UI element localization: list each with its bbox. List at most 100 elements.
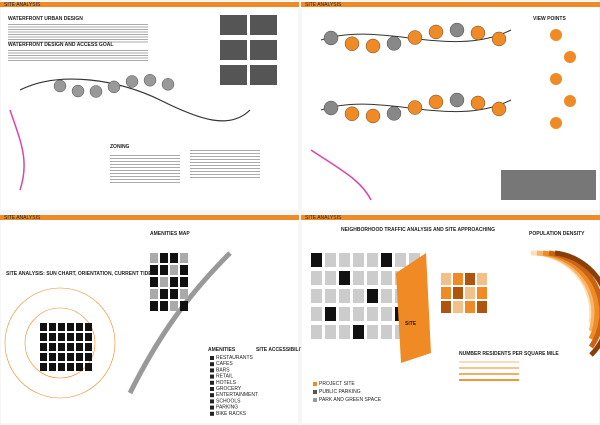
- building: [180, 253, 188, 263]
- node: [125, 75, 139, 88]
- shoreline: [9, 109, 25, 191]
- block: [339, 325, 350, 339]
- building: [67, 333, 74, 341]
- text-lines: [190, 174, 260, 175]
- block: [477, 301, 487, 313]
- panel-header: SITE ANALYSIS: [4, 2, 41, 8]
- legend-label: PARKING: [216, 405, 238, 411]
- node: [344, 106, 360, 121]
- heading: AMENITIES: [208, 347, 236, 353]
- node: [491, 31, 507, 47]
- block: [325, 289, 336, 303]
- node: [470, 95, 486, 111]
- building: [160, 301, 168, 311]
- building: [49, 323, 56, 331]
- block: [325, 253, 336, 267]
- node: [365, 38, 381, 54]
- block: [441, 301, 451, 313]
- building: [85, 323, 92, 331]
- legend-swatch: [210, 405, 214, 410]
- building: [76, 323, 83, 331]
- building: [160, 265, 168, 275]
- building: [67, 343, 74, 351]
- heading: WATERFRONT URBAN DESIGN: [8, 16, 83, 22]
- building: [170, 253, 178, 263]
- legend-label: RETAIL: [216, 374, 233, 380]
- site: [396, 253, 431, 363]
- text-lines: [459, 373, 519, 375]
- heading: SITE: [405, 321, 417, 327]
- block: [353, 253, 364, 267]
- density-fan: [554, 250, 600, 357]
- heading: SITE ACCESSIBILITY: [256, 347, 307, 353]
- panel-bg: [0, 0, 300, 212]
- photo: [250, 15, 277, 35]
- heading: SITE ANALYSIS: SUN CHART, ORIENTATION, C…: [6, 271, 152, 277]
- text-lines: [8, 34, 148, 35]
- node: [386, 36, 402, 51]
- block: [453, 287, 463, 299]
- legend-label: ENTERTAINMENT: [216, 392, 258, 398]
- block: [339, 307, 350, 321]
- legend-label: HOTELS: [216, 380, 237, 386]
- building: [67, 323, 74, 331]
- photo: [220, 15, 247, 35]
- text-lines: [110, 176, 180, 177]
- block: [381, 271, 392, 285]
- building: [49, 343, 56, 351]
- building: [150, 277, 158, 287]
- building: [170, 277, 178, 287]
- legend-label: BIKE RACKS: [216, 411, 247, 417]
- text-lines: [190, 165, 260, 166]
- node: [107, 80, 121, 94]
- building: [180, 301, 188, 311]
- text-lines: [459, 361, 519, 363]
- block: [453, 273, 463, 285]
- node: [550, 73, 562, 85]
- text-lines: [8, 24, 148, 25]
- building: [180, 289, 188, 299]
- legend-label: PUBLIC PARKING: [319, 389, 361, 395]
- heading: NUMBER RESIDENTS PER SQUARE MILE: [459, 351, 559, 357]
- shoreline: [19, 78, 251, 122]
- text-lines: [8, 60, 148, 61]
- block: [339, 253, 350, 267]
- building: [58, 333, 65, 341]
- building: [160, 253, 168, 263]
- building: [40, 323, 47, 331]
- building: [85, 363, 92, 371]
- building: [170, 265, 178, 275]
- panel: SITE ANALYSIS NEIGHBORHOOD TRAFFIC ANALYS…: [300, 212, 600, 425]
- legend-swatch: [313, 382, 317, 386]
- block: [381, 289, 392, 303]
- heading: POPULATION DENSITY: [529, 231, 585, 237]
- building: [76, 333, 83, 341]
- node: [89, 85, 103, 98]
- block: [465, 273, 475, 285]
- text-lines: [8, 57, 148, 59]
- building: [160, 289, 168, 299]
- legend-swatch: [210, 411, 214, 416]
- legend-swatch: [210, 368, 214, 373]
- shoreline: [127, 251, 232, 395]
- building: [40, 333, 47, 341]
- photo: [250, 65, 277, 85]
- block: [367, 307, 378, 321]
- legend-label: PARK AND GREEN SPACE: [319, 397, 382, 403]
- block: [311, 271, 322, 285]
- header-bar: [301, 215, 600, 220]
- building: [180, 277, 188, 287]
- heading: ZONING: [110, 144, 130, 150]
- building: [85, 343, 92, 351]
- node: [53, 79, 67, 93]
- building: [150, 253, 158, 263]
- block: [441, 273, 451, 285]
- block: [381, 325, 392, 339]
- block: [441, 287, 451, 299]
- text-lines: [190, 177, 260, 178]
- building: [76, 343, 83, 351]
- block: [367, 325, 378, 339]
- building: [76, 353, 83, 361]
- node: [491, 101, 507, 117]
